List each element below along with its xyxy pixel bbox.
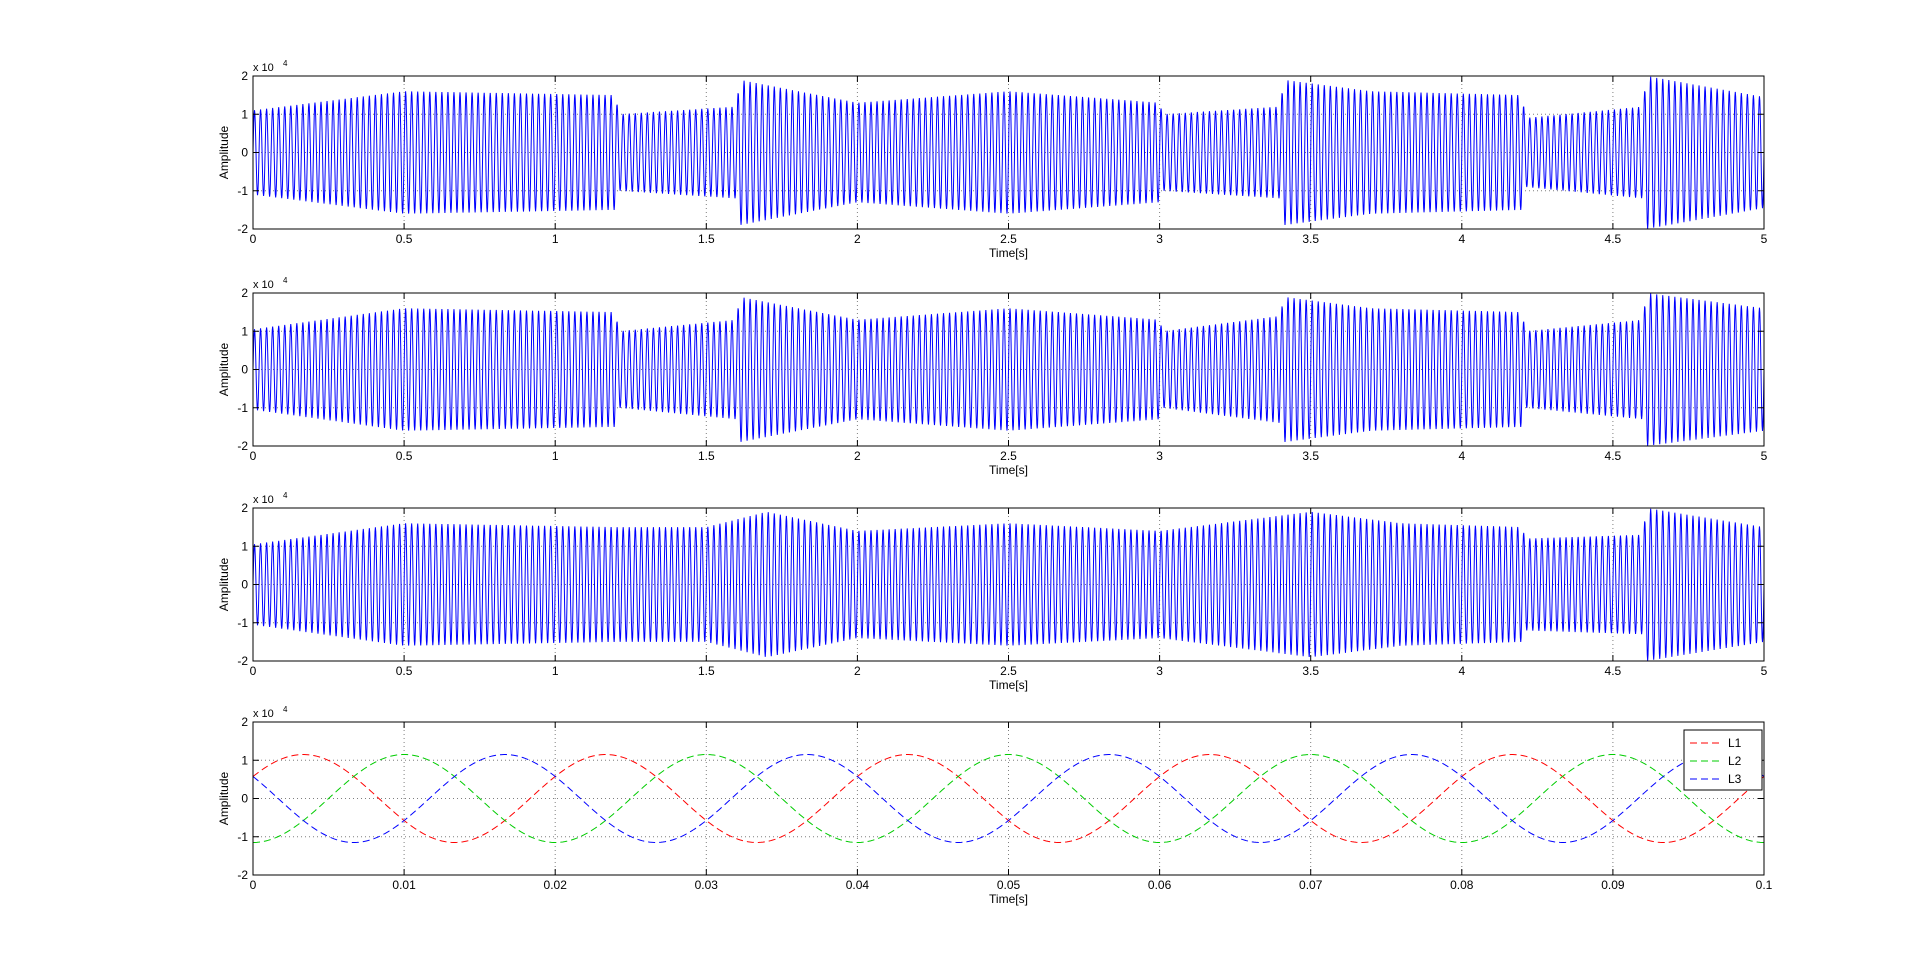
x-tick-label: 1.5 [698, 449, 715, 463]
x-tick-label: 1 [552, 232, 559, 246]
x-tick-label: 0.07 [1299, 878, 1323, 892]
y-tick-label: -2 [237, 222, 248, 236]
legend-box [1683, 729, 1763, 791]
x-tick-label: 3 [1156, 664, 1163, 678]
y-exponent-label: x 10 [253, 708, 274, 720]
signal-line [253, 508, 1764, 661]
y-tick-label: 0 [241, 363, 248, 377]
x-tick-label: 4 [1458, 449, 1465, 463]
x-tick-label: 1.5 [698, 232, 715, 246]
y-exponent-label: x 10 [253, 279, 274, 291]
x-tick-label: 3 [1156, 232, 1163, 246]
x-tick-label: 0.09 [1601, 878, 1625, 892]
y-tick-label: 2 [241, 501, 248, 515]
x-tick-label: 5 [1761, 232, 1768, 246]
y-tick-label: -2 [237, 654, 248, 668]
x-tick-label: 0.1 [1756, 878, 1773, 892]
y-tick-label: 1 [241, 324, 248, 338]
y-tick-label: -1 [237, 401, 248, 415]
y-exponent: 4 [283, 276, 288, 285]
legend-label-L3: L3 [1728, 772, 1742, 786]
y-exponent-label: x 10 [253, 494, 274, 506]
x-axis-label: Time[s] [989, 678, 1028, 692]
x-tick-label: 4 [1458, 232, 1465, 246]
y-axis-label: Amplitude [217, 558, 231, 612]
x-tick-label: 0 [250, 449, 257, 463]
y-tick-label: 0 [241, 578, 248, 592]
y-tick-label: -2 [237, 439, 248, 453]
x-tick-label: 3 [1156, 449, 1163, 463]
x-axis-label: Time[s] [989, 892, 1028, 906]
subplot-2: 0 0.5 1 1.5 2 2.5 3 3.5 4 4.5 5 2 1 0 -1 -2 x 10 4 Time[s]… [217, 276, 1768, 477]
x-tick-label: 0.5 [396, 232, 413, 246]
y-tick-label: 1 [241, 107, 248, 121]
x-tick-label: 1.5 [698, 664, 715, 678]
x-tick-label: 2.5 [1000, 449, 1017, 463]
x-tick-label: 2 [854, 232, 861, 246]
x-tick-label: 0.05 [997, 878, 1021, 892]
x-tick-label: 5 [1761, 664, 1768, 678]
signal-line [253, 76, 1764, 229]
data-layer [253, 754, 1764, 843]
x-tick-label: 1 [552, 664, 559, 678]
x-tick-label: 0 [250, 664, 257, 678]
y-exponent-label: x 10 [253, 62, 274, 74]
y-tick-label: 1 [241, 539, 248, 553]
y-tick-label: -1 [237, 616, 248, 630]
x-tick-label: 0 [250, 878, 257, 892]
x-tick-label: 0.03 [695, 878, 719, 892]
x-tick-label: 3.5 [1302, 449, 1319, 463]
x-tick-label: 0.04 [846, 878, 870, 892]
x-axis-label: Time[s] [989, 246, 1028, 260]
legend-label-L2: L2 [1728, 754, 1742, 768]
data-layer [253, 76, 1764, 229]
x-tick-label: 4.5 [1605, 232, 1622, 246]
y-exponent: 4 [283, 59, 288, 68]
y-tick-label: 1 [241, 753, 248, 767]
y-axis-label: Amplitude [217, 772, 231, 826]
subplot-4: 0 0.01 0.02 0.03 0.04 0.05 0.06 0.07 0.08 0.09 0.1… [217, 705, 1773, 906]
data-layer [253, 293, 1764, 446]
x-tick-label: 0.01 [392, 878, 416, 892]
x-tick-label: 3.5 [1302, 232, 1319, 246]
subplot-1: 0 0.5 1 1.5 2 2.5 3 3.5 4 4.5 5 2 1 0 -1 -2 x 10 4 Time[s]… [217, 59, 1768, 260]
x-tick-label: 2 [854, 664, 861, 678]
x-tick-label: 2.5 [1000, 232, 1017, 246]
y-tick-label: -1 [237, 830, 248, 844]
data-layer [253, 508, 1764, 661]
signal-line [253, 293, 1764, 446]
subplot-3: 0 0.5 1 1.5 2 2.5 3 3.5 4 4.5 5 2 1 0 -1 -2 x 10 4 Time[s]… [217, 491, 1768, 692]
x-tick-label: 4.5 [1605, 449, 1622, 463]
x-tick-label: 0.08 [1450, 878, 1474, 892]
x-tick-label: 4 [1458, 664, 1465, 678]
y-tick-label: -1 [237, 184, 248, 198]
y-exponent: 4 [283, 491, 288, 500]
x-tick-label: 2.5 [1000, 664, 1017, 678]
y-exponent: 4 [283, 705, 288, 714]
y-axis-label: Amplitude [217, 126, 231, 180]
y-tick-label: -2 [237, 868, 248, 882]
x-axis-label: Time[s] [989, 463, 1028, 477]
x-tick-label: 0 [250, 232, 257, 246]
y-tick-label: 2 [241, 286, 248, 300]
x-tick-label: 1 [552, 449, 559, 463]
y-tick-label: 2 [241, 715, 248, 729]
y-tick-label: 2 [241, 69, 248, 83]
x-tick-label: 2 [854, 449, 861, 463]
y-tick-label: 0 [241, 146, 248, 160]
x-tick-label: 0.5 [396, 449, 413, 463]
y-tick-label: 0 [241, 792, 248, 806]
x-tick-label: 4.5 [1605, 664, 1622, 678]
x-tick-label: 3.5 [1302, 664, 1319, 678]
x-tick-label: 0.06 [1148, 878, 1172, 892]
legend-label-L1: L1 [1728, 736, 1742, 750]
x-tick-label: 0.5 [396, 664, 413, 678]
x-tick-label: 0.02 [544, 878, 568, 892]
x-tick-label: 5 [1761, 449, 1768, 463]
series-line-L3 [253, 754, 1764, 843]
legend: L1 L2 L3 [1683, 729, 1763, 791]
y-axis-label: Amplitude [217, 343, 231, 397]
